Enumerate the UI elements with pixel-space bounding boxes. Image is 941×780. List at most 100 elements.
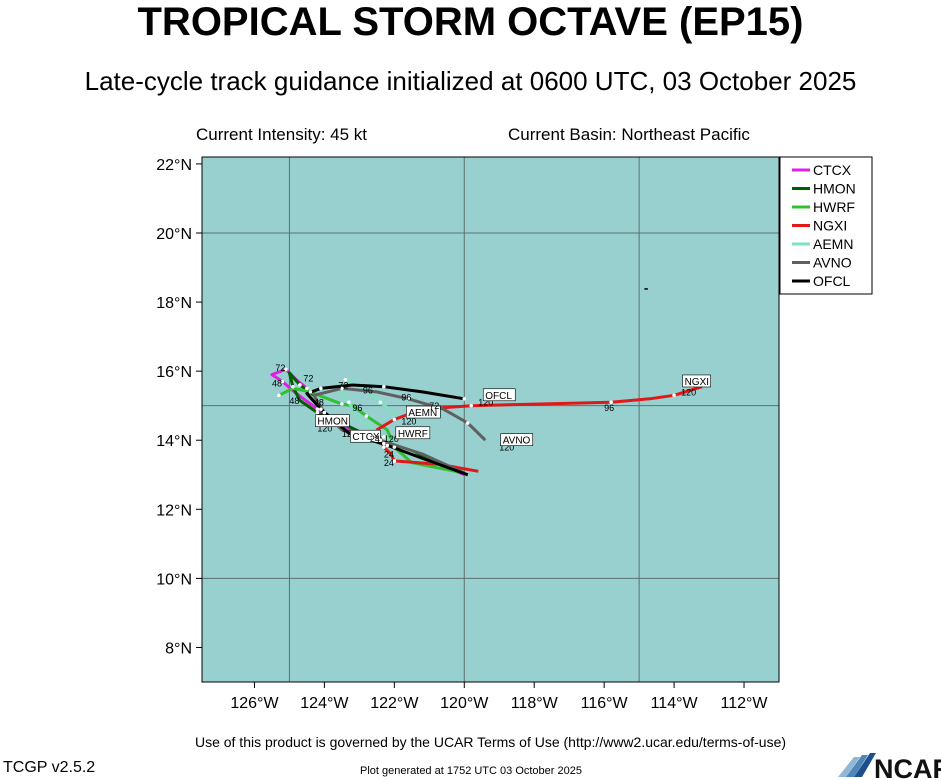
x-axis-ticks: 126°W 124°W 122°W 120°W 118°W 116°W 114°W 112°W [230,682,768,712]
track-point [392,459,397,463]
hour-label: 120 [342,429,357,439]
hour-label: 120 [499,443,514,453]
current-basin-label: Current Basin: Northeast Pacific [508,125,750,144]
x-tick-label: 116°W [581,695,629,712]
track-point [406,396,411,401]
hour-label: 96 [352,403,362,413]
hour-label: 72 [338,380,348,390]
legend-label-hwrf: HWRF [813,199,855,215]
ncar-logo-text: NCAR [874,754,941,780]
x-tick-label: 120°W [440,695,489,712]
track-point [672,393,676,398]
track-point [382,434,386,439]
track-markers: 120CTCX120HMON120HWRF2496120NGXI120AEMN9… [272,288,711,468]
track-tag-box [500,433,534,446]
hour-label: 24 [384,449,394,459]
terms-of-use-text: Use of this product is governed by the U… [194,734,787,750]
track-point [319,407,323,411]
track-tag: HMON [317,417,348,428]
hour-label: 48 [272,379,282,389]
hour-label: 24 [370,434,380,444]
legend-label-ngxi: NGXI [813,218,847,234]
track-point [378,400,383,405]
legend-label-hmon: HMON [813,181,856,197]
hour-label: 72 [275,363,285,373]
ocean-background [202,157,779,682]
track-tag: AEMN [408,408,437,419]
track-tag-box [395,426,431,440]
hour-label: 120 [317,424,332,434]
track-point [382,445,386,449]
y-tick-label: 22°N [156,157,192,174]
hour-label: 72 [303,374,313,384]
track-point [364,414,369,418]
track-point [385,443,390,448]
y-tick-label: 10°N [156,571,192,588]
track-point [315,407,320,411]
track-point [322,410,327,415]
track-point [371,436,376,441]
y-tick-label: 18°N [156,295,192,312]
hour-label: 96 [401,393,411,403]
track-tag: NGXI [685,377,709,388]
hour-label: 48 [314,398,324,408]
x-tick-label: 124°W [300,695,349,712]
track-point [609,400,613,405]
track-tag-box [482,388,516,402]
x-tick-label: 118°W [511,695,559,712]
track-point [305,386,309,391]
track-tag: AVNO [503,436,531,447]
track-tag: CTCX [352,432,380,443]
current-intensity-label: Current Intensity: 45 kt [196,125,368,144]
track-point [319,386,323,391]
track-point [382,384,386,389]
y-tick-label: 12°N [156,502,192,519]
track-point [382,441,386,446]
y-tick-label: 14°N [156,433,192,450]
ncar-logo: NCAR [838,753,941,780]
track-point [291,384,295,389]
track-tag-box [406,405,441,419]
track-point [280,379,285,384]
legend-label-ofcl: OFCL [813,273,851,289]
legend: CTCX HMON HWRF NGXI AEMN AVNO OFCL [779,156,873,295]
hour-label: 72 [429,401,439,411]
version-label: TCGP v2.5.2 [3,759,96,776]
track-avno [312,386,487,475]
hour-label: 48 [289,396,299,406]
track-point [347,400,351,405]
track-point [462,396,467,401]
track-point [315,410,320,415]
x-tick-label: 122°W [370,695,419,712]
track-point [392,417,397,422]
track-ofcl [305,383,469,477]
track-tag: HWRF [398,429,428,440]
hour-label: 120 [401,417,416,427]
track-tag-box [315,414,350,427]
hour-label: 120 [478,398,493,408]
track-point [284,367,288,372]
y-tick-label: 16°N [156,364,192,381]
track-point [298,383,302,387]
legend-label-avno: AVNO [813,255,852,271]
x-tick-label: 112°W [721,695,769,712]
track-point [469,403,474,408]
x-tick-label: 114°W [651,695,699,712]
chart-title: TROPICAL STORM OCTAVE (EP15) [137,0,804,44]
track-point [277,393,281,398]
plot-frame [201,156,780,683]
hour-label: 96 [363,386,373,396]
hour-label: 120 [681,387,696,397]
track-point [465,421,470,425]
track-point [308,390,313,394]
legend-label-aemn: AEMN [813,236,853,252]
hour-label: 96 [604,403,614,413]
track-point [392,445,397,449]
legend-label-ctcx: CTCX [813,162,852,178]
hour-label: 120 [384,434,399,444]
y-tick-label: 8°N [165,640,192,657]
hour-label: 24 [384,458,394,468]
track-point [340,402,344,406]
x-tick-label: 126°W [230,695,279,712]
